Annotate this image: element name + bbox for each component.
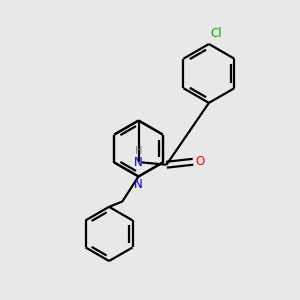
Text: N: N bbox=[134, 178, 143, 191]
Text: H: H bbox=[135, 146, 142, 156]
Text: O: O bbox=[195, 155, 205, 168]
Text: Cl: Cl bbox=[210, 28, 222, 40]
Text: N: N bbox=[134, 156, 143, 169]
